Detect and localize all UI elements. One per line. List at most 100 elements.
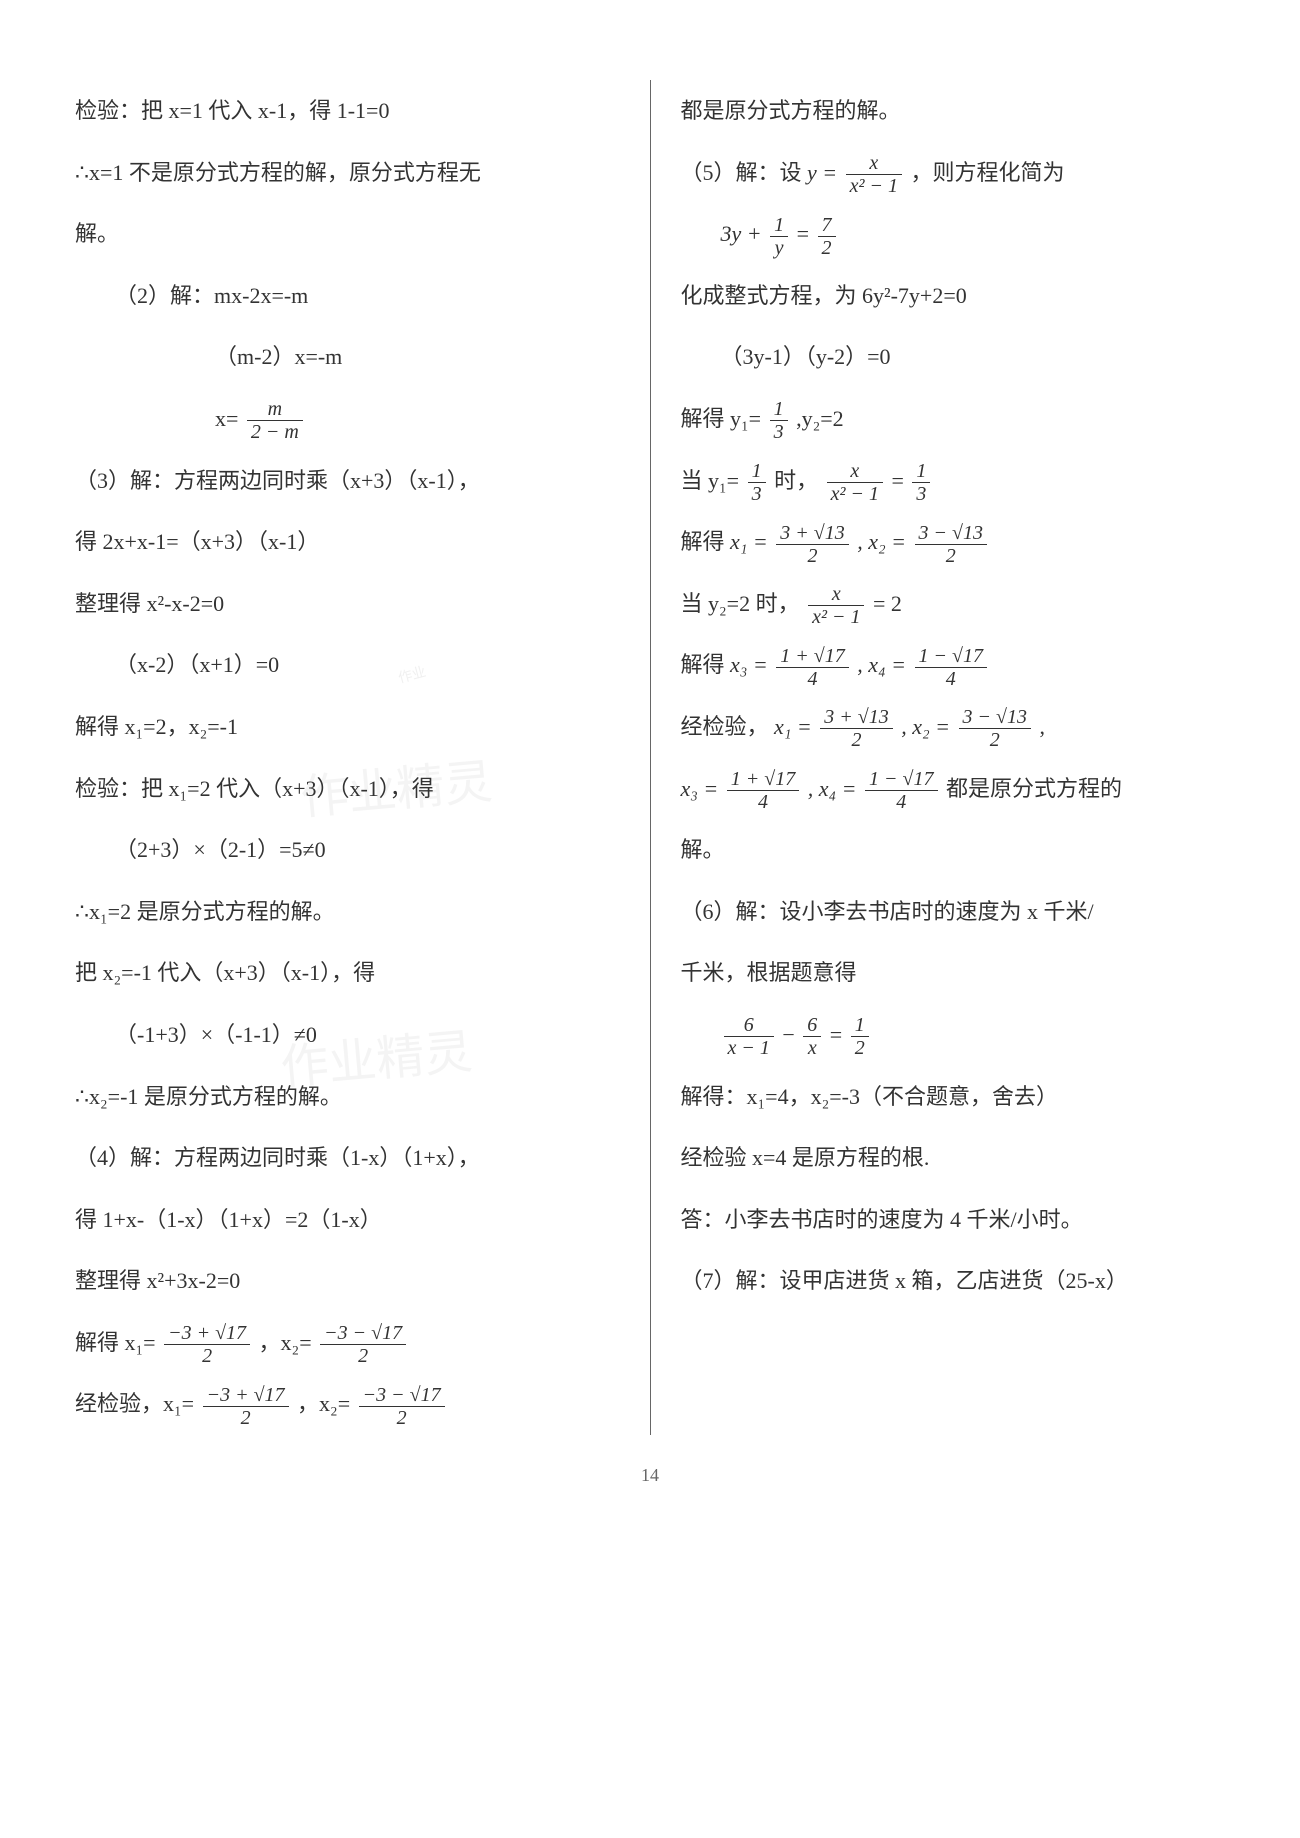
denominator: x − 1 xyxy=(724,1037,774,1059)
numerator: 1 + √17 xyxy=(727,768,799,791)
eq-mid: , x₂ = xyxy=(901,714,955,739)
text-line: 检验：把 x₁=2 代入（x+3）（x-1），得 xyxy=(75,758,620,820)
text-line: 6 x − 1 − 6 x = 1 2 xyxy=(681,1004,1226,1066)
numerator: x xyxy=(808,583,864,606)
eq-prefix: 当 y₁= xyxy=(681,468,745,493)
numerator: 1 − √17 xyxy=(915,645,987,668)
eq-mid: ，x₂= xyxy=(259,1330,318,1355)
fraction: −3 + √17 2 xyxy=(164,1322,250,1367)
numerator: 1 xyxy=(851,1014,869,1037)
text-line: 检验：把 x=1 代入 x-1，得 1-1=0 xyxy=(75,80,620,142)
fraction: −3 − √17 2 xyxy=(359,1384,445,1429)
fraction: 7 2 xyxy=(818,214,836,259)
numerator: 1 − √17 xyxy=(865,768,937,791)
denominator: 4 xyxy=(727,791,799,813)
fraction: 1 3 xyxy=(770,398,788,443)
denominator: x² − 1 xyxy=(827,483,883,505)
text-line: （3y-1）（y-2）=0 xyxy=(681,326,1226,388)
numerator: −3 + √17 xyxy=(164,1322,250,1345)
denominator: 2 xyxy=(820,729,892,751)
text-line: 解得 x₁=2，x₂=-1 xyxy=(75,696,620,758)
eq-prefix: 当 y₂=2 时， xyxy=(681,591,800,616)
text-line: （x-2）（x+1）=0 xyxy=(75,634,620,696)
fraction: −3 + √17 2 xyxy=(203,1384,289,1429)
fraction: m 2 − m xyxy=(247,398,303,443)
eq-eq: = xyxy=(830,1022,848,1047)
eq-prefix: 经检验， xyxy=(681,714,769,739)
text-line: （4）解：方程两边同时乘（1-x）（1+x）， xyxy=(75,1127,620,1189)
numerator: 3 + √13 xyxy=(776,522,848,545)
denominator: 2 xyxy=(203,1407,289,1429)
fraction: 1 y xyxy=(770,214,788,259)
denominator: 2 xyxy=(164,1345,250,1367)
text-line: 解得 x₃ = 1 + √17 4 , x₄ = 1 − √17 4 xyxy=(681,634,1226,696)
eq-var: x₁ = xyxy=(730,529,773,554)
numerator: −3 + √17 xyxy=(203,1384,289,1407)
two-column-layout: 检验：把 x=1 代入 x-1，得 1-1=0 ∴x=1 不是原分式方程的解，原… xyxy=(75,80,1225,1435)
column-divider xyxy=(650,80,651,1435)
eq-suffix: 都是原分式方程的 xyxy=(946,776,1122,801)
text-line: 解得 x₁ = 3 + √13 2 , x₂ = 3 − √13 2 xyxy=(681,511,1226,573)
eq-prefix: 解得 xyxy=(681,652,731,677)
numerator: 3 − √13 xyxy=(959,706,1031,729)
eq-suffix: , xyxy=(1040,714,1046,739)
numerator: 1 xyxy=(912,460,930,483)
eq-mid: 时， xyxy=(774,468,818,493)
text-line: （5）解：设 y = x x² − 1 ，则方程化简为 xyxy=(681,142,1226,204)
fraction: 3 + √13 2 xyxy=(820,706,892,751)
text-line: 都是原分式方程的解。 xyxy=(681,80,1226,142)
fraction: −3 − √17 2 xyxy=(320,1322,406,1367)
text-line: （-1+3）×（-1-1）≠0 xyxy=(75,1004,620,1066)
numerator: 1 + √17 xyxy=(776,645,848,668)
eq-prefix: 解得 y₁= xyxy=(681,406,767,431)
fraction: 3 + √13 2 xyxy=(776,522,848,567)
fraction: x x² − 1 xyxy=(808,583,864,628)
eq-mid: ，x₂= xyxy=(297,1391,356,1416)
denominator: x² − 1 xyxy=(808,606,864,628)
text-line: 解得 y₁= 1 3 ,y₂=2 xyxy=(681,388,1226,450)
text-line: 整理得 x²-x-2=0 xyxy=(75,573,620,635)
right-column: 都是原分式方程的解。 （5）解：设 y = x x² − 1 ，则方程化简为 3… xyxy=(661,80,1226,1435)
numerator: x xyxy=(846,152,902,175)
fraction: 1 + √17 4 xyxy=(776,645,848,690)
text-line: 当 y₁= 1 3 时， x x² − 1 = 1 3 xyxy=(681,450,1226,512)
text-line: x₃ = 1 + √17 4 , x₄ = 1 − √17 4 都是原分式方程的 xyxy=(681,758,1226,820)
numerator: 6 xyxy=(724,1014,774,1037)
eq-prefix: （5）解：设 xyxy=(681,160,808,185)
fraction: 6 x xyxy=(803,1014,821,1059)
eq-prefix: x= xyxy=(215,406,244,431)
eq-mid: = xyxy=(797,221,815,246)
eq-suffix: ，则方程化简为 xyxy=(911,160,1065,185)
fraction: 6 x − 1 xyxy=(724,1014,774,1059)
text-line: 经检验，x₁= −3 + √17 2 ，x₂= −3 − √17 2 xyxy=(75,1373,620,1435)
numerator: m xyxy=(247,398,303,421)
text-line: 解得 x₁= −3 + √17 2 ，x₂= −3 − √17 2 xyxy=(75,1312,620,1374)
eq-suffix: = 2 xyxy=(873,591,902,616)
left-column: 检验：把 x=1 代入 x-1，得 1-1=0 ∴x=1 不是原分式方程的解，原… xyxy=(75,80,640,1435)
denominator: 4 xyxy=(865,791,937,813)
eq-var: y = xyxy=(807,160,843,185)
denominator: 2 xyxy=(851,1037,869,1059)
denominator: 4 xyxy=(776,668,848,690)
text-line: （m-2）x=-m xyxy=(75,326,620,388)
fraction: 1 3 xyxy=(748,460,766,505)
denominator: 2 xyxy=(915,545,987,567)
text-line: （6）解：设小李去书店时的速度为 x 千米/ xyxy=(681,881,1226,943)
fraction: x x² − 1 xyxy=(846,152,902,197)
numerator: 3 + √13 xyxy=(820,706,892,729)
text-line: 整理得 x²+3x-2=0 xyxy=(75,1250,620,1312)
eq-var: x₃ = xyxy=(730,652,773,677)
denominator: 4 xyxy=(915,668,987,690)
text-line: ∴x₂=-1 是原分式方程的解。 xyxy=(75,1066,620,1128)
eq-mid: , x₄ = xyxy=(808,776,862,801)
fraction: 1 2 xyxy=(851,1014,869,1059)
eq-mid: , x₄ = xyxy=(857,652,911,677)
fraction: x x² − 1 xyxy=(827,460,883,505)
text-line: 得 1+x-（1-x）（1+x）=2（1-x） xyxy=(75,1189,620,1251)
text-line: 当 y₂=2 时， x x² − 1 = 2 xyxy=(681,573,1226,635)
text-line: 经检验 x=4 是原方程的根. xyxy=(681,1127,1226,1189)
denominator: x xyxy=(803,1037,821,1059)
text-line: ∴x₁=2 是原分式方程的解。 xyxy=(75,881,620,943)
numerator: 7 xyxy=(818,214,836,237)
fraction: 1 − √17 4 xyxy=(915,645,987,690)
